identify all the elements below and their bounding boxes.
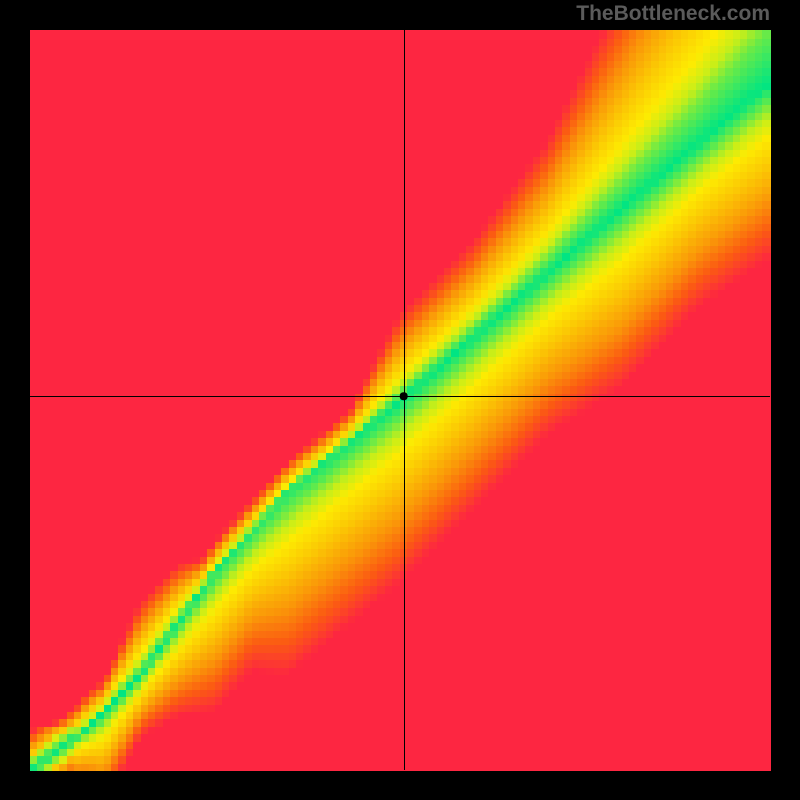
watermark-text: TheBottleneck.com bbox=[576, 2, 770, 26]
bottleneck-heatmap bbox=[0, 0, 800, 800]
